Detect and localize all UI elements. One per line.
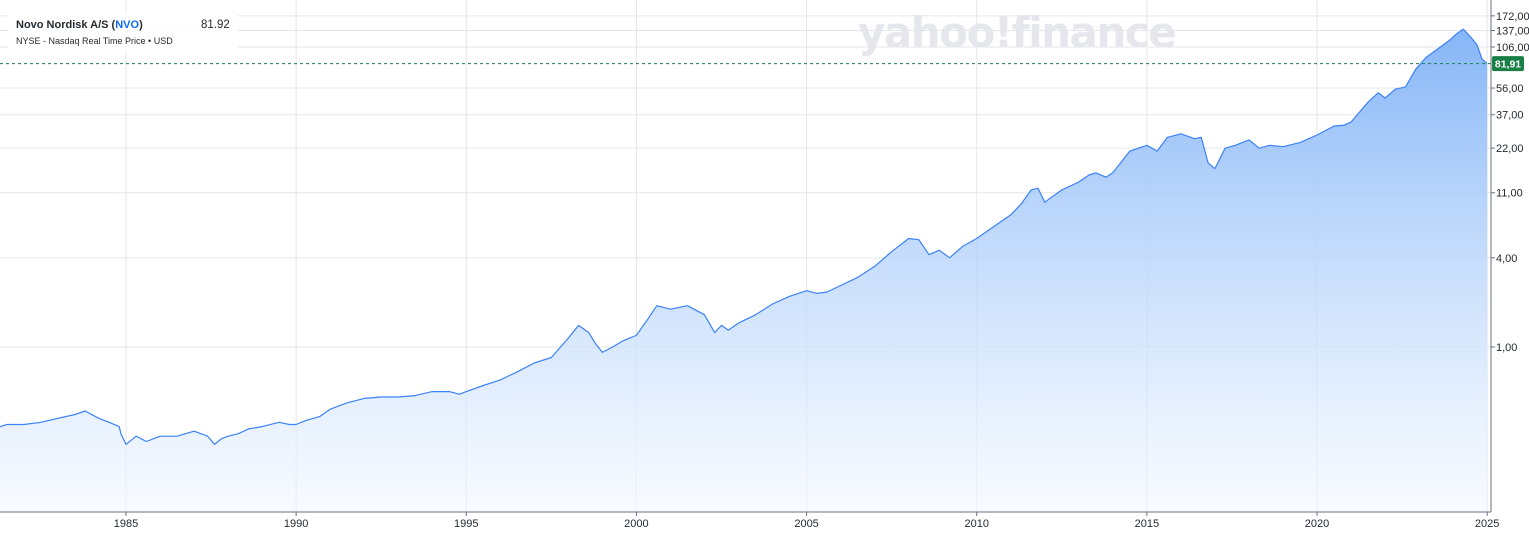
x-tick-label: 2005 [794,518,818,530]
x-tick-label: 1995 [454,518,478,530]
x-tick-label: 2000 [624,518,648,530]
current-price-tag: 81,91 [1492,56,1524,72]
ticker-link[interactable]: NVO [115,19,140,31]
current-price-label: 81,91 [1495,59,1521,71]
y-tick-label: 106,00 [1496,42,1529,54]
x-tick-label: 2020 [1305,518,1329,530]
y-axis: 1,00 4,00 11,00 22,00 37,00 56,00 106,00 137,00… [1491,11,1529,354]
y-tick-label: 1,00 [1496,342,1517,354]
y-tick-label: 4,00 [1496,253,1517,265]
company-title: Novo Nordisk A/S [16,19,109,31]
x-tick-label: 1990 [284,518,308,530]
x-tick-label: 2025 [1475,518,1499,530]
quote-price: 81.92 [201,19,230,31]
price-area [0,29,1488,512]
x-axis: 1985 1990 1995 2000 2005 2010 2015 2020 2025 [114,512,1499,530]
quote-header: Novo Nordisk A/S (NVO) 81.92 NYSE - Nasd… [8,12,238,52]
y-tick-label: 56,00 [1496,83,1524,95]
quote-source: NYSE - Nasdaq Real Time Price • USD [16,36,173,46]
y-tick-label: 172,00 [1496,11,1529,23]
y-tick-label: 22,00 [1496,143,1524,155]
x-tick-label: 2015 [1135,518,1159,530]
y-tick-label: 137,00 [1496,25,1529,37]
current-price-tag-bg [1492,56,1524,72]
company-name: Novo Nordisk A/S (NVO) [16,19,143,31]
x-tick-label: 2010 [964,518,988,530]
yahoo-finance-watermark: yahoo!finance [858,8,1177,57]
price-line [0,28,1488,445]
x-tick-label: 1985 [114,518,138,530]
y-tick-label: 11,00 [1496,188,1523,200]
y-tick-label: 37,00 [1496,110,1524,122]
